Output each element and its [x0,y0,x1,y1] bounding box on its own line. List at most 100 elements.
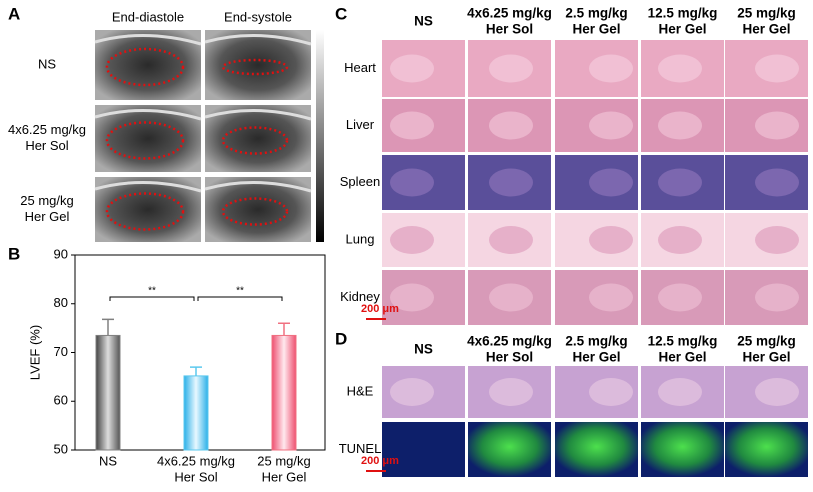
histology-texture [589,378,633,406]
tissue-band [94,108,202,121]
y-tick-label: 60 [54,393,68,408]
histology-texture [589,168,633,197]
tissue-band [94,180,202,193]
histology-texture [658,226,702,254]
histology-texture [755,378,799,406]
y-tick-label: 50 [54,441,68,456]
tissue-band [204,180,312,193]
column-header: 12.5 mg/kg [648,334,718,349]
histology-texture [589,111,633,140]
y-axis-title: LVEF (%) [27,325,42,380]
histology-texture [489,226,533,254]
tissue-band [204,108,312,121]
histology-texture [658,168,702,197]
histology-texture [755,226,799,254]
row-label: 4x6.25 mg/kg [8,122,86,137]
bar [183,375,209,451]
column-header: End-systole [224,9,292,24]
x-tick-label: Her Gel [262,469,307,484]
y-tick-label: 70 [54,344,68,359]
histology-texture [755,54,799,83]
tunel-image [725,422,808,477]
ventricle-outline [105,192,185,231]
row-label: Kidney [340,289,380,304]
panel-label: D [335,329,347,348]
histology-texture [489,54,533,83]
column-header: Her Sol [486,22,533,37]
histology-texture [390,54,434,83]
histology-texture [489,111,533,140]
row-label: 25 mg/kg [20,193,73,208]
row-label: H&E [347,383,374,398]
histology-texture [489,378,533,406]
histology-texture [589,54,633,83]
row-label: Spleen [340,174,380,189]
column-header: Her Sol [486,350,533,365]
tunel-image [382,422,465,477]
panel-label: C [335,4,347,23]
significance-bracket [109,296,195,301]
y-tick-label: 80 [54,295,68,310]
scale-bar-label: 200 μm [361,303,399,315]
x-tick-label: 25 mg/kg [257,453,310,468]
significance-label: ** [236,286,244,297]
row-label: Liver [346,117,375,132]
column-header: NS [414,14,433,29]
column-header: Her Gel [742,22,790,37]
tissue-band [94,33,202,46]
ventricle-outline [221,197,289,226]
histology-texture [658,54,702,83]
row-label: NS [38,56,56,71]
tissue-band [204,33,312,46]
x-tick-label: NS [99,453,117,468]
histology-texture [390,283,434,312]
histology-texture [755,111,799,140]
column-header: Her Gel [572,22,620,37]
column-header: 2.5 mg/kg [565,334,627,349]
column-header: Her Gel [658,22,706,37]
histology-texture [489,283,533,312]
column-header: 4x6.25 mg/kg [467,6,552,21]
x-tick-label: Her Sol [174,469,217,484]
y-tick-label: 90 [54,246,68,261]
significance-bracket [197,296,283,301]
column-header: NS [414,342,433,357]
column-header: Her Gel [658,350,706,365]
column-header: 12.5 mg/kg [648,6,718,21]
column-header: 25 mg/kg [737,6,796,21]
x-tick-label: 4x6.25 mg/kg [157,453,235,468]
column-header: 2.5 mg/kg [565,6,627,21]
histology-texture [390,168,434,197]
histology-texture [390,378,434,406]
ventricle-outline [105,121,185,160]
column-header: 4x6.25 mg/kg [467,334,552,349]
row-label: Her Gel [25,209,70,224]
column-header: 25 mg/kg [737,334,796,349]
ventricle-outline [105,47,185,87]
histology-texture [489,168,533,197]
ventricle-outline [221,126,289,155]
tunel-image [555,422,638,477]
gray-scale-bar [316,30,324,242]
row-label: Her Sol [25,138,68,153]
histology-texture [755,283,799,312]
column-header: Her Gel [572,350,620,365]
panel-label: A [8,4,20,23]
row-label: TUNEL [339,441,382,456]
column-header: End-diastole [112,9,184,24]
bar [95,334,121,451]
tunel-image [468,422,551,477]
histology-texture [589,283,633,312]
histology-texture [390,111,434,140]
histology-texture [390,226,434,254]
bar [271,334,297,451]
panel-label: B [8,244,20,263]
scale-bar-label: 200 μm [361,455,399,467]
histology-texture [589,226,633,254]
row-label: Lung [346,231,375,246]
row-label: Heart [344,60,376,75]
echo-image [205,30,311,100]
tunel-image [641,422,724,477]
